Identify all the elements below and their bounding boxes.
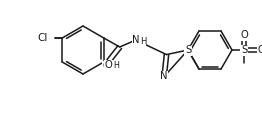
Text: S: S xyxy=(241,45,247,55)
Text: N: N xyxy=(132,35,140,45)
Text: O: O xyxy=(103,61,111,71)
Text: H: H xyxy=(140,37,146,46)
Text: O: O xyxy=(105,60,113,70)
Text: H: H xyxy=(113,60,119,69)
Text: O: O xyxy=(240,30,248,40)
Text: O: O xyxy=(257,45,262,55)
Text: Cl: Cl xyxy=(38,33,48,43)
Text: N: N xyxy=(160,71,168,81)
Text: S: S xyxy=(185,45,191,55)
Text: Cl: Cl xyxy=(38,33,48,43)
